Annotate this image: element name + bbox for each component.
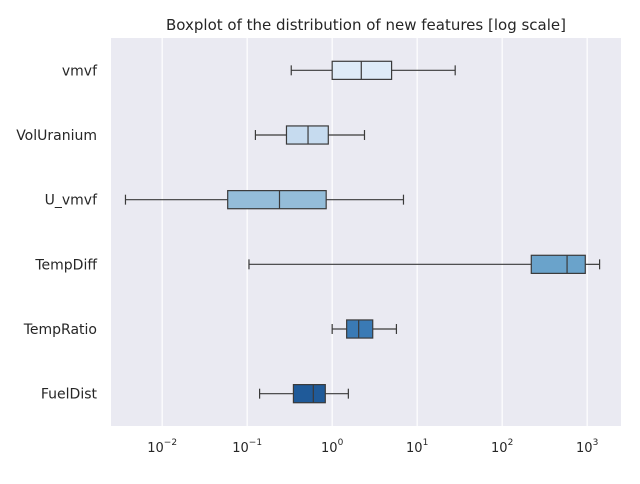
iqr-box (227, 190, 327, 210)
x-tick-label: 101 (406, 438, 428, 456)
y-tick-labels: vmvf VolUranium U_vmvf TempDiff TempRatio Fue… (16, 63, 98, 402)
iqr-box (346, 319, 374, 339)
y-tick-label: U_vmvf (45, 193, 98, 209)
y-tick-label: TempRatio (23, 322, 97, 338)
iqr-box (285, 125, 329, 145)
x-tick-label: 100 (321, 438, 344, 456)
x-tick-labels: 10−2 10−1 100 101 102 103 (147, 438, 598, 456)
iqr-box (530, 254, 586, 274)
box-TempRatio (331, 319, 398, 339)
box-TempDiff (248, 254, 601, 274)
y-tick-label: VolUranium (16, 128, 97, 144)
iqr-box (292, 384, 326, 404)
x-tick-label: 10−2 (147, 438, 177, 456)
iqr-box (331, 60, 393, 80)
boxes-layer (124, 60, 601, 404)
box-U_vmvf (124, 190, 405, 210)
box-FuelDist (258, 384, 349, 404)
grid-lines (161, 38, 588, 426)
y-tick-label: FuelDist (41, 387, 98, 403)
chart-title: Boxplot of the distribution of new featu… (166, 16, 566, 34)
x-tick-label: 10−1 (232, 438, 262, 456)
y-tick-label: TempDiff (34, 257, 97, 273)
box-vmvf (290, 60, 456, 80)
box-VolUranium (254, 125, 366, 145)
x-tick-label: 102 (491, 438, 513, 456)
plot-area (111, 38, 621, 426)
y-tick-label: vmvf (62, 63, 98, 79)
x-tick-label: 103 (576, 438, 598, 456)
